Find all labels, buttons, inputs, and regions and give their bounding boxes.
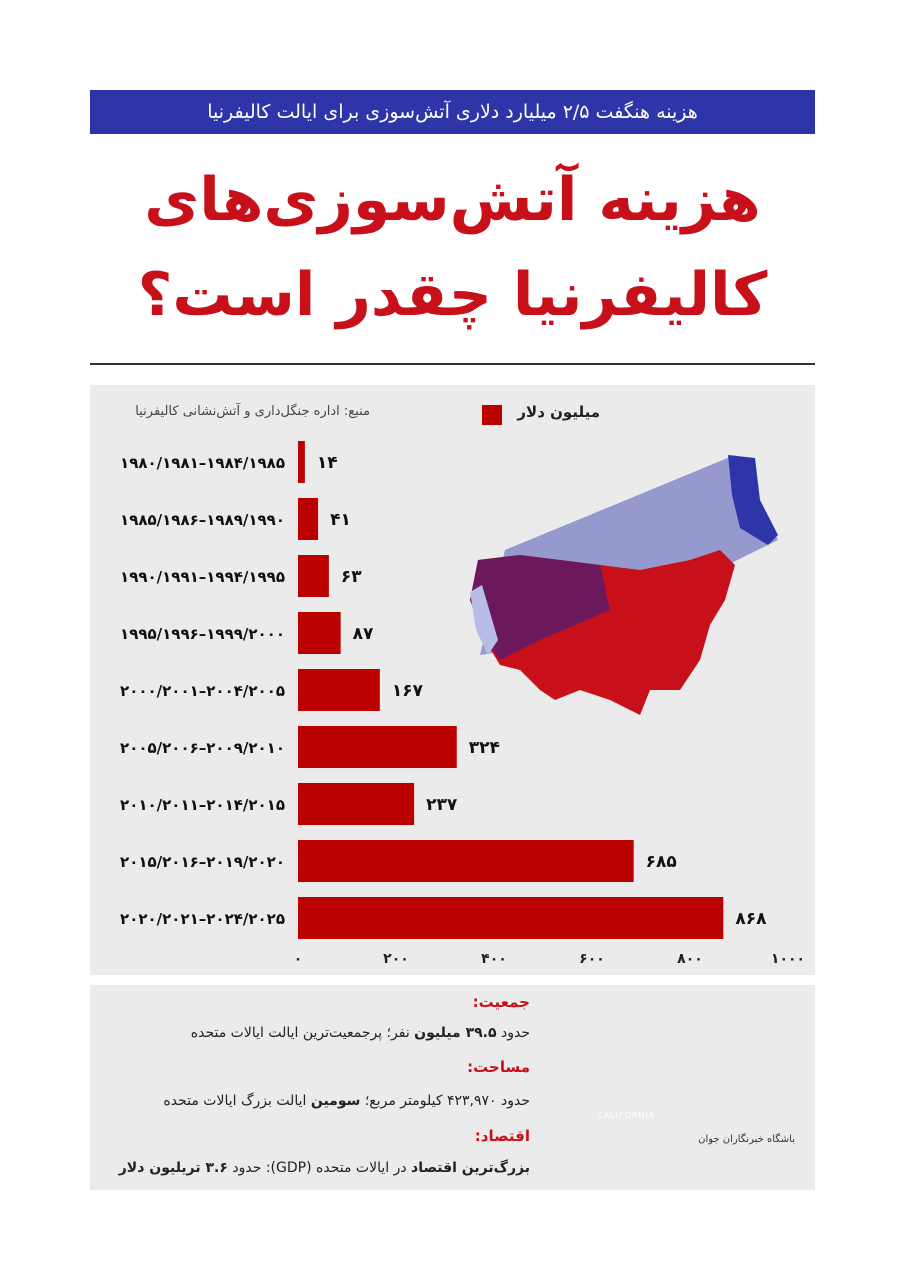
x-tick-label: ۸۰۰: [677, 951, 703, 967]
subtitle: هزینه هنگفت ۲/۵ میلیارد دلاری آتش‌سوزی ب…: [90, 90, 815, 134]
value-label: ۶۳: [341, 567, 362, 587]
map-label: CALIFORNIA: [597, 1111, 656, 1120]
bar: [298, 840, 634, 882]
bar: [298, 669, 380, 711]
info-bold: سومین: [310, 1093, 361, 1109]
value-label: ۶۸۵: [646, 852, 677, 872]
y-tick-label: ۲۰۰۵/۲۰۰۶–۲۰۰۹/۲۰۱۰: [120, 739, 285, 757]
info-heading: مساحت:: [467, 1058, 530, 1076]
value-label: ۱۴: [317, 453, 338, 473]
info-bold: ۳.۶ تریلیون دلار: [118, 1160, 228, 1176]
california: [470, 585, 498, 655]
value-label: ۸۷: [353, 624, 374, 644]
value-label: ۳۲۴: [469, 738, 500, 758]
source: منبع: اداره جنگل‌داری و آتش‌نشانی کالیفر…: [135, 404, 370, 419]
california-inset: [728, 455, 778, 545]
value-label: ۱۶۷: [392, 681, 424, 701]
value-label: ۸۶۸: [735, 909, 767, 929]
western-states: [470, 555, 610, 660]
y-tick-label: ۱۹۸۵/۱۹۸۶–۱۹۸۹/۱۹۹۰: [120, 511, 285, 529]
bar: [298, 726, 457, 768]
info-line: بزرگ‌ترین اقتصاد در ایالات متحده (GDP): …: [119, 1160, 530, 1176]
x-tick-label: ۶۰۰: [579, 951, 605, 967]
bar: [298, 612, 341, 654]
value-label: ۴۱: [330, 510, 351, 530]
bar: [298, 555, 329, 597]
x-tick-label: ۴۰۰: [481, 951, 507, 967]
us-map: [470, 455, 778, 715]
y-tick-label: ۱۹۹۰/۱۹۹۱–۱۹۹۴/۱۹۹۵: [120, 568, 285, 586]
bar: [298, 897, 724, 939]
x-tick-label: ۱۰۰۰: [771, 951, 805, 967]
info-bold: ۳۹.۵ میلیون: [414, 1025, 497, 1041]
logo-text: باشگاه خبرنگاران جوان: [698, 1134, 795, 1145]
info-line: حدود ۴۲۳,۹۷۰ کیلومتر مربع؛ سومین ایالت ب…: [163, 1093, 530, 1109]
info-heading: اقتصاد:: [474, 1127, 530, 1145]
divider: [90, 363, 815, 365]
bar: [298, 783, 415, 825]
x-tick-label: ۰: [294, 951, 303, 967]
value-label: ۲۳۷: [426, 795, 458, 815]
bar: [298, 498, 319, 540]
y-tick-label: ۲۰۱۵/۲۰۱۶–۲۰۱۹/۲۰۲۰: [120, 853, 285, 871]
y-tick-label: ۲۰۱۰/۲۰۱۱–۲۰۱۴/۲۰۱۵: [120, 796, 285, 814]
info-text: نفر؛ پرجمعیت‌ترین ایالت ایالات متحده: [190, 1025, 410, 1041]
info-text: در ایالات متحده (GDP): حدود: [232, 1160, 407, 1176]
legend-swatch: [482, 405, 502, 425]
y-tick-label: ۱۹۹۵/۱۹۹۶–۱۹۹۹/۲۰۰۰: [120, 625, 285, 643]
info-text: ایالت بزرگ ایالات متحده: [163, 1093, 307, 1109]
info-text: حدود: [501, 1025, 530, 1041]
bar: [298, 441, 305, 483]
info-line: حدود ۳۹.۵ میلیون نفر؛ پرجمعیت‌ترین ایالت…: [191, 1025, 530, 1041]
info-text: حدود ۴۲۳,۹۷۰ کیلومتر مربع؛: [364, 1093, 530, 1109]
title: کالیفرنیا چقدر است؟: [137, 260, 768, 330]
info-panel: [90, 985, 815, 1190]
info-heading: جمعیت:: [472, 993, 530, 1011]
info-bold: بزرگ‌ترین اقتصاد: [411, 1160, 530, 1176]
legend-label: میلیون دلار: [517, 403, 600, 421]
y-tick-label: ۲۰۰۰/۲۰۰۱–۲۰۰۴/۲۰۰۵: [120, 682, 285, 700]
title: هزینه آتش‌سوزی‌های: [144, 165, 761, 235]
y-tick-label: ۲۰۲۰/۲۰۲۱–۲۰۲۴/۲۰۲۵: [120, 910, 285, 928]
y-tick-label: ۱۹۸۰/۱۹۸۱–۱۹۸۴/۱۹۸۵: [120, 454, 285, 472]
x-tick-label: ۲۰۰: [383, 951, 409, 967]
